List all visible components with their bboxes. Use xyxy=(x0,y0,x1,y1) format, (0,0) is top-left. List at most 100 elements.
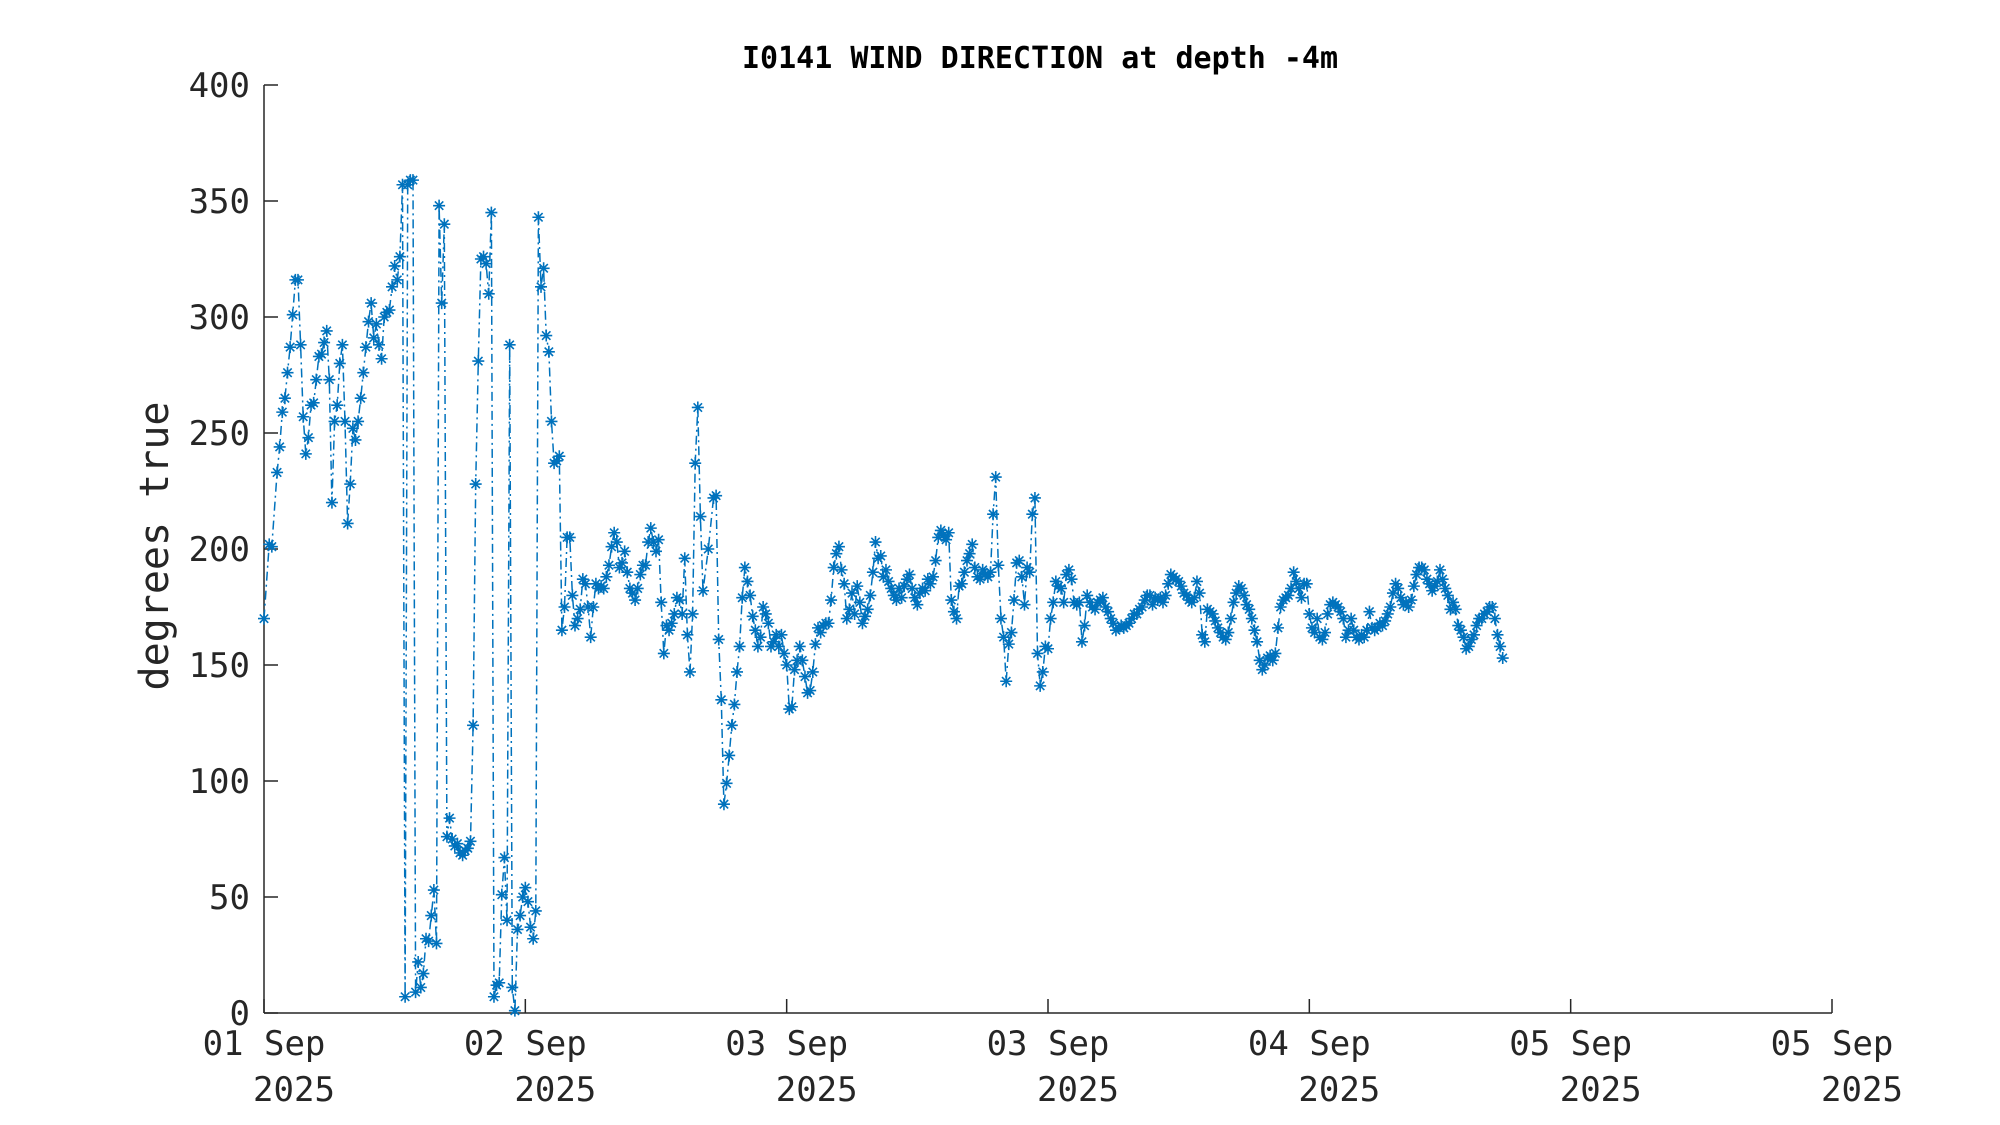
data-point xyxy=(584,631,597,644)
data-point xyxy=(318,336,331,349)
data-point xyxy=(702,543,715,555)
data-point xyxy=(874,549,887,562)
data-point xyxy=(336,338,349,351)
x-tick-label-date: 05 Sep xyxy=(1771,1024,1894,1064)
data-point xyxy=(1188,591,1201,604)
data-point xyxy=(913,587,926,600)
data-point xyxy=(1209,614,1222,627)
data-point xyxy=(767,635,780,648)
data-point xyxy=(1494,640,1507,653)
data-point xyxy=(1130,607,1143,620)
data-point xyxy=(1162,577,1175,590)
data-point xyxy=(1407,580,1420,593)
data-point xyxy=(832,540,845,553)
data-point xyxy=(1013,554,1026,567)
data-point xyxy=(762,617,775,630)
data-point xyxy=(908,591,921,604)
data-point xyxy=(890,594,903,607)
data-point xyxy=(291,273,304,286)
data-point xyxy=(1107,617,1120,630)
data-point xyxy=(333,357,346,370)
data-point xyxy=(302,431,315,444)
data-point xyxy=(921,573,934,586)
data-point xyxy=(1441,589,1454,602)
data-point xyxy=(678,552,691,565)
data-point xyxy=(1436,573,1449,586)
data-point xyxy=(388,259,401,272)
data-point xyxy=(759,607,772,620)
data-point xyxy=(1352,633,1365,646)
data-point xyxy=(1065,573,1078,586)
data-point xyxy=(992,559,1005,572)
data-point xyxy=(793,640,806,653)
x-tick-label-date: 03 Sep xyxy=(725,1024,848,1064)
data-point xyxy=(1089,603,1102,616)
data-point xyxy=(911,598,924,611)
data-point xyxy=(281,366,294,379)
data-point xyxy=(1282,589,1295,602)
data-point xyxy=(1271,621,1284,634)
data-point xyxy=(1457,631,1470,644)
data-point xyxy=(900,573,913,586)
data-point xyxy=(1316,633,1329,646)
data-point xyxy=(597,582,610,595)
data-point xyxy=(621,566,634,579)
data-point xyxy=(657,647,670,660)
data-point xyxy=(566,589,579,602)
data-point xyxy=(1235,582,1248,595)
data-point xyxy=(775,628,788,641)
data-point xyxy=(1245,612,1258,625)
data-point xyxy=(1258,659,1271,671)
data-point xyxy=(341,517,354,530)
data-point xyxy=(825,594,838,607)
data-point xyxy=(1096,591,1109,604)
data-point xyxy=(1269,647,1282,660)
data-point xyxy=(725,719,738,732)
data-point xyxy=(519,881,532,894)
x-tick-label-year: 2025 xyxy=(1560,1070,1642,1110)
data-point xyxy=(1044,612,1057,625)
data-point xyxy=(1428,580,1441,593)
data-point xyxy=(848,607,861,620)
data-point xyxy=(506,981,519,994)
data-point xyxy=(401,178,414,191)
data-point xyxy=(830,547,843,560)
data-point xyxy=(856,617,869,630)
data-point xyxy=(331,399,344,412)
data-point xyxy=(846,587,858,600)
data-point xyxy=(963,547,976,560)
data-point xyxy=(906,582,919,595)
data-point xyxy=(451,837,464,850)
data-point xyxy=(1431,575,1444,588)
data-point xyxy=(647,536,660,549)
data-point xyxy=(1371,621,1384,634)
data-point xyxy=(1475,612,1488,625)
data-point xyxy=(1172,575,1185,588)
data-point xyxy=(974,573,987,586)
data-point xyxy=(1028,491,1041,504)
data-point xyxy=(780,659,793,671)
data-point xyxy=(1057,596,1070,609)
data-point xyxy=(1083,596,1096,609)
data-point xyxy=(1321,607,1334,620)
data-point xyxy=(1481,605,1494,618)
data-point xyxy=(924,577,937,590)
x-tick-label-year: 2025 xyxy=(776,1070,858,1110)
data-point xyxy=(744,589,757,602)
data-point xyxy=(532,211,545,224)
data-point xyxy=(840,612,853,625)
data-point xyxy=(1253,654,1266,667)
data-point xyxy=(757,601,770,613)
data-point xyxy=(804,684,817,697)
data-point xyxy=(631,582,644,595)
series-group xyxy=(258,174,1509,1017)
data-point xyxy=(741,575,754,588)
data-point xyxy=(1159,589,1172,602)
data-point xyxy=(1156,596,1169,609)
data-point xyxy=(754,631,767,644)
data-point xyxy=(650,545,662,558)
data-point xyxy=(1049,575,1062,588)
data-point xyxy=(1400,596,1413,609)
data-point xyxy=(694,510,707,523)
data-point xyxy=(623,582,636,595)
